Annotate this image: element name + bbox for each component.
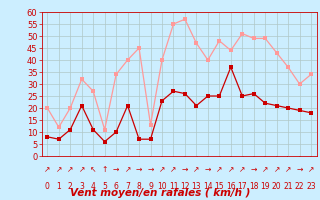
Text: 8: 8 <box>137 182 141 191</box>
Text: 15: 15 <box>214 182 224 191</box>
Text: ↗: ↗ <box>274 165 280 174</box>
Text: 12: 12 <box>180 182 190 191</box>
Text: 2: 2 <box>68 182 73 191</box>
Text: 0: 0 <box>45 182 50 191</box>
Text: ↗: ↗ <box>56 165 62 174</box>
Text: ↗: ↗ <box>67 165 74 174</box>
Text: ↗: ↗ <box>262 165 268 174</box>
Text: →: → <box>113 165 119 174</box>
Text: 9: 9 <box>148 182 153 191</box>
Text: ↗: ↗ <box>285 165 291 174</box>
Text: 21: 21 <box>284 182 293 191</box>
Text: 14: 14 <box>203 182 213 191</box>
Text: 3: 3 <box>79 182 84 191</box>
Text: ↗: ↗ <box>170 165 177 174</box>
Text: 20: 20 <box>272 182 282 191</box>
Text: ↗: ↗ <box>228 165 234 174</box>
Text: ↗: ↗ <box>78 165 85 174</box>
Text: 5: 5 <box>102 182 107 191</box>
Text: 7: 7 <box>125 182 130 191</box>
Text: →: → <box>136 165 142 174</box>
Text: ↗: ↗ <box>239 165 245 174</box>
Text: 11: 11 <box>169 182 178 191</box>
Text: 16: 16 <box>226 182 236 191</box>
Text: →: → <box>147 165 154 174</box>
Text: 10: 10 <box>157 182 167 191</box>
Text: 19: 19 <box>260 182 270 191</box>
Text: ↖: ↖ <box>90 165 96 174</box>
Text: ↗: ↗ <box>44 165 51 174</box>
Text: ↑: ↑ <box>101 165 108 174</box>
Text: →: → <box>182 165 188 174</box>
Text: 13: 13 <box>192 182 201 191</box>
Text: 6: 6 <box>114 182 119 191</box>
Text: ↗: ↗ <box>216 165 222 174</box>
Text: ↗: ↗ <box>308 165 314 174</box>
Text: →: → <box>205 165 211 174</box>
Text: →: → <box>296 165 303 174</box>
Text: 23: 23 <box>306 182 316 191</box>
Text: 22: 22 <box>295 182 304 191</box>
Text: ↗: ↗ <box>124 165 131 174</box>
Text: ↗: ↗ <box>159 165 165 174</box>
Text: ↗: ↗ <box>193 165 200 174</box>
Text: 18: 18 <box>249 182 259 191</box>
Text: Vent moyen/en rafales ( km/h ): Vent moyen/en rafales ( km/h ) <box>70 188 250 198</box>
Text: 1: 1 <box>56 182 61 191</box>
Text: →: → <box>251 165 257 174</box>
Text: 17: 17 <box>237 182 247 191</box>
Text: 4: 4 <box>91 182 96 191</box>
